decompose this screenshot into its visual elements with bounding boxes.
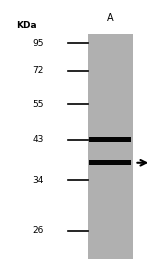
Text: 95: 95 [32,39,44,48]
Text: A: A [107,13,114,23]
Text: 43: 43 [32,135,44,144]
Text: 72: 72 [32,66,44,75]
Bar [88,34,133,259]
Text: 26: 26 [32,226,44,235]
Text: 34: 34 [32,176,44,185]
Text: KDa: KDa [16,21,37,30]
Bar [89,160,132,165]
Bar [89,137,132,142]
Text: 55: 55 [32,100,44,109]
